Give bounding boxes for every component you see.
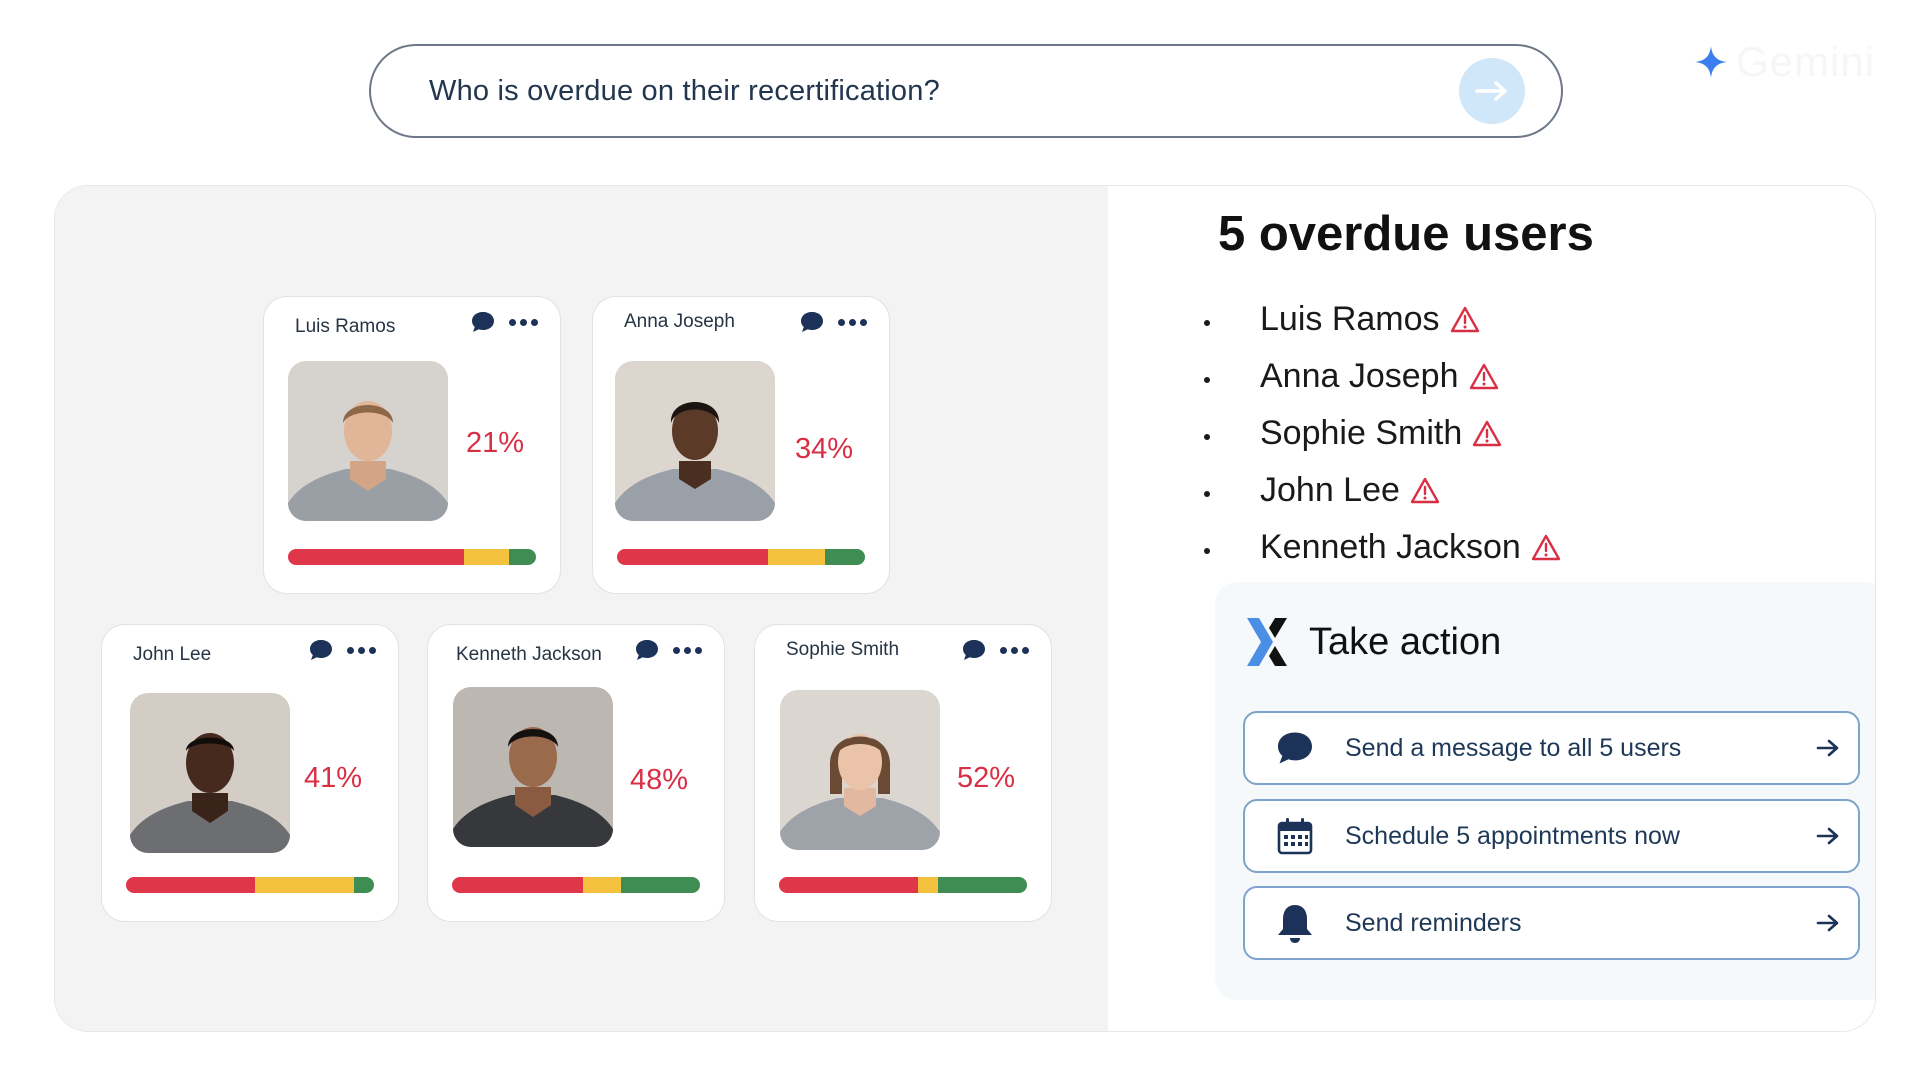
more-options-icon[interactable] <box>673 646 702 654</box>
user-name: Luis Ramos <box>1260 300 1440 338</box>
user-name: Anna Joseph <box>1260 357 1459 395</box>
arrow-right-icon <box>1816 914 1839 932</box>
send-button[interactable] <box>1459 58 1525 124</box>
user-name: Anna Joseph <box>624 311 735 332</box>
list-item[interactable]: Kenneth Jackson <box>1204 519 1561 576</box>
list-item[interactable]: Sophie Smith <box>1204 405 1561 462</box>
avatar <box>288 361 448 521</box>
warning-icon <box>1469 363 1499 390</box>
search-bar[interactable]: Who is overdue on their recertification? <box>369 44 1563 138</box>
results-pane: 5 overdue users Luis Ramos Anna Joseph S… <box>1108 186 1875 1031</box>
arrow-right-icon <box>1475 81 1507 101</box>
avatar <box>453 687 613 847</box>
send-message-label: Send a message to all 5 users <box>1345 733 1682 762</box>
list-item[interactable]: Luis Ramos <box>1204 291 1561 348</box>
main-panel: Luis Ramos 21% Anna Joseph <box>54 185 1876 1032</box>
completion-percent: 21% <box>465 427 524 459</box>
results-heading: 5 overdue users <box>1218 207 1594 261</box>
user-card[interactable]: John Lee 41% <box>101 624 399 922</box>
more-options-icon[interactable] <box>347 646 376 654</box>
x-logo-icon <box>1247 618 1287 666</box>
take-action-title: Take action <box>1309 620 1502 663</box>
send-reminders-label: Send reminders <box>1345 908 1522 937</box>
user-card[interactable]: Luis Ramos 21% <box>263 296 561 594</box>
completion-percent: 41% <box>303 762 362 794</box>
take-action-panel: Take action Send a message to all 5 user… <box>1215 582 1875 1000</box>
list-item[interactable]: John Lee <box>1204 462 1561 519</box>
chat-bubble-icon[interactable] <box>800 311 824 333</box>
bell-icon <box>1278 905 1312 943</box>
more-options-icon[interactable] <box>1000 646 1029 654</box>
user-name: Kenneth Jackson <box>1260 528 1521 566</box>
send-reminders-button[interactable]: Send reminders <box>1243 886 1860 960</box>
schedule-appointments-button[interactable]: Schedule 5 appointments now <box>1243 799 1860 873</box>
user-name: Luis Ramos <box>295 316 396 337</box>
user-name: John Lee <box>1260 471 1400 509</box>
warning-icon <box>1450 306 1480 333</box>
user-card[interactable]: Kenneth Jackson 48% <box>427 624 725 922</box>
search-query[interactable]: Who is overdue on their recertification? <box>429 74 940 107</box>
brand-name: Gemini <box>1736 38 1876 85</box>
schedule-appointments-label: Schedule 5 appointments now <box>1345 821 1680 850</box>
more-options-icon[interactable] <box>509 318 538 326</box>
user-card[interactable]: Anna Joseph 34% <box>592 296 890 594</box>
send-message-button[interactable]: Send a message to all 5 users <box>1243 711 1860 785</box>
chat-bubble-icon[interactable] <box>635 639 659 661</box>
avatar <box>130 693 290 853</box>
user-name: Sophie Smith <box>1260 414 1463 452</box>
completion-percent: 48% <box>629 764 688 796</box>
arrow-right-icon <box>1816 739 1839 757</box>
completion-percent: 52% <box>956 762 1015 794</box>
user-cards-area: Luis Ramos 21% Anna Joseph <box>55 186 1108 1031</box>
avatar <box>780 690 940 850</box>
progress-bar <box>779 877 1027 893</box>
progress-bar <box>126 877 374 893</box>
warning-icon <box>1531 534 1561 561</box>
warning-icon <box>1472 420 1502 447</box>
completion-percent: 34% <box>794 433 853 465</box>
user-card[interactable]: Sophie Smith 52% <box>754 624 1052 922</box>
user-name: John Lee <box>133 644 212 665</box>
warning-icon <box>1410 477 1440 504</box>
user-name: Sophie Smith <box>786 639 900 660</box>
sparkle-icon <box>1695 46 1727 78</box>
chat-bubble-icon <box>1278 732 1312 764</box>
chat-bubble-icon[interactable] <box>471 311 495 333</box>
list-item[interactable]: Anna Joseph <box>1204 348 1561 405</box>
chat-bubble-icon[interactable] <box>309 639 333 661</box>
progress-bar <box>288 549 536 565</box>
brand-logo: Gemini <box>1694 38 1875 86</box>
chat-bubble-icon[interactable] <box>962 639 986 661</box>
avatar <box>615 361 775 521</box>
overdue-user-list: Luis Ramos Anna Joseph Sophie Smith John… <box>1204 291 1561 576</box>
more-options-icon[interactable] <box>838 318 867 326</box>
user-name: Kenneth Jackson <box>456 644 602 665</box>
calendar-icon <box>1277 818 1313 855</box>
progress-bar <box>452 877 700 893</box>
progress-bar <box>617 549 865 565</box>
arrow-right-icon <box>1816 827 1839 845</box>
